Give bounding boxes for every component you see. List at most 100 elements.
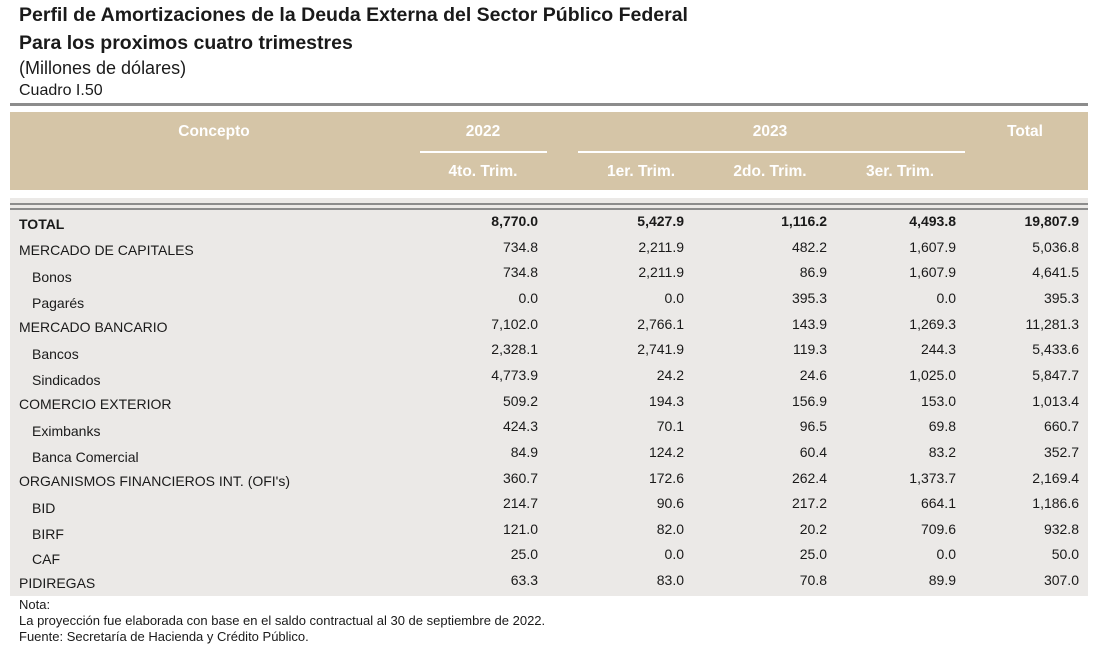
cell-value: 86.9 [799, 264, 827, 281]
cell-value: 1,186.6 [1032, 495, 1079, 512]
cell-value: 143.9 [791, 315, 827, 332]
table-body [10, 198, 1088, 596]
note: Nota: [19, 597, 51, 612]
cell-value: 1,269.3 [909, 315, 956, 332]
row-label: Banca Comercial [32, 448, 139, 465]
column-header: 2do. Trim. [733, 163, 807, 180]
row-label: Pagarés [32, 294, 85, 311]
cell-value: 395.3 [1043, 289, 1079, 306]
cell-value: 0.0 [936, 289, 956, 306]
cell-value: 8,770.0 [491, 213, 538, 229]
cell-value: 153.0 [920, 392, 956, 409]
cell-value: 4,773.9 [491, 366, 538, 383]
note: La proyección fue elaborada con base en … [19, 613, 546, 628]
cell-value: 2,211.9 [638, 238, 684, 255]
cell-value: 214.7 [502, 495, 538, 512]
cell-value: 83.0 [656, 572, 684, 589]
column-header: 2023 [752, 123, 788, 140]
cell-value: 360.7 [502, 469, 538, 486]
column-header: 4to. Trim. [448, 163, 518, 180]
cell-value: 7,102.0 [491, 315, 538, 332]
note: Fuente: Secretaría de Hacienda y Crédito… [19, 629, 309, 644]
column-header: 3er. Trim. [865, 163, 935, 180]
cell-value: 352.7 [1043, 443, 1079, 460]
cell-value: 395.3 [791, 289, 827, 306]
cell-value: 262.4 [791, 469, 827, 486]
cell-value: 307.0 [1043, 572, 1079, 589]
cell-value: 0.0 [936, 546, 956, 563]
cell-value: 121.0 [502, 520, 538, 537]
cell-value: 5,433.6 [1032, 341, 1079, 358]
cell-value: 90.6 [656, 495, 684, 512]
column-header: Concepto [178, 123, 250, 140]
double-rule [10, 208, 1088, 210]
cell-value: 2,211.9 [638, 264, 684, 281]
cell-value: 60.4 [799, 443, 827, 460]
row-label: PIDIREGAS [19, 575, 96, 592]
cell-value: 82.0 [656, 520, 684, 537]
cell-value: 2,766.1 [637, 315, 684, 332]
row-label: ORGANISMOS FINANCIEROS INT. (OFI's) [19, 472, 291, 489]
row-label: Sindicados [32, 371, 101, 388]
cell-value: 70.1 [656, 418, 684, 435]
title: Perfil de Amortizaciones de la Deuda Ext… [19, 4, 688, 26]
cell-value: 2,741.9 [637, 341, 684, 358]
row-label: MERCADO DE CAPITALES [19, 241, 194, 258]
cell-value: 2,328.1 [491, 341, 538, 358]
cell-value: 172.6 [648, 469, 684, 486]
column-header: 2022 [465, 123, 501, 140]
cell-value: 156.9 [791, 392, 827, 409]
header-underline [420, 151, 547, 153]
cell-value: 932.8 [1043, 520, 1079, 537]
cell-value: 24.2 [656, 366, 684, 383]
row-label: BIRF [32, 525, 64, 542]
cell-value: 5,847.7 [1032, 366, 1079, 383]
cell-value: 119.3 [793, 341, 827, 358]
cell-value: 4,641.5 [1032, 264, 1079, 281]
cell-value: 1,013.4 [1032, 392, 1079, 409]
cell-value: 89.9 [928, 572, 956, 589]
double-rule [10, 203, 1088, 205]
cell-value: 50.0 [1051, 546, 1079, 563]
row-label: MERCADO BANCARIO [19, 318, 168, 335]
cell-value: 1,116.2 [781, 213, 827, 229]
cell-value: 5,427.9 [637, 213, 684, 229]
cell-value: 5,036.8 [1032, 238, 1079, 255]
cell-value: 63.3 [510, 572, 538, 589]
cell-value: 217.2 [791, 495, 827, 512]
cell-value: 0.0 [518, 289, 538, 306]
row-label: Bonos [32, 269, 72, 286]
cell-value: 734.8 [502, 238, 538, 255]
cell-value: 244.3 [920, 341, 956, 358]
cell-value: 664.1 [920, 495, 956, 512]
cell-value: 124.2 [648, 443, 684, 460]
cell-value: 424.3 [502, 418, 538, 435]
cell-value: 660.7 [1043, 418, 1079, 435]
cell-value: 24.6 [799, 366, 827, 383]
top-rule [10, 103, 1088, 106]
cell-value: 1,025.0 [909, 366, 956, 383]
cell-value: 25.0 [799, 546, 827, 563]
header-underline [578, 151, 965, 153]
cell-value: 0.0 [664, 546, 684, 563]
cell-value: 734.8 [502, 264, 538, 281]
cell-value: 4,493.8 [909, 213, 956, 229]
table-id: Cuadro I.50 [19, 82, 103, 99]
cell-value: 19,807.9 [1024, 213, 1080, 229]
cell-value: 83.2 [928, 443, 956, 460]
cell-value: 69.8 [928, 418, 956, 435]
cell-value: 1,607.9 [909, 238, 956, 255]
cell-value: 20.2 [799, 520, 827, 537]
row-label: Bancos [32, 346, 79, 363]
column-header: 1er. Trim. [606, 163, 676, 180]
cell-value: 25.0 [510, 546, 538, 563]
cell-value: 96.5 [799, 418, 827, 435]
cell-value: 482.2 [791, 238, 827, 255]
row-label: TOTAL [19, 216, 65, 232]
units: (Millones de dólares) [19, 58, 187, 78]
row-label: BID [32, 500, 56, 517]
subtitle: Para los proximos cuatro trimestres [19, 32, 353, 54]
cell-value: 1,373.7 [909, 469, 956, 486]
cell-value: 0.0 [664, 289, 684, 306]
